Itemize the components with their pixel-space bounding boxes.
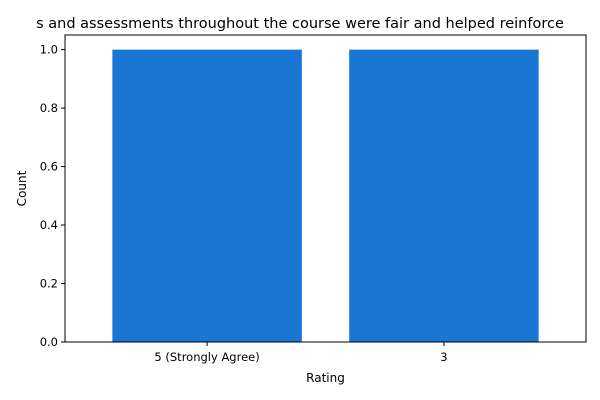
y-tick-label: 0.2 xyxy=(40,277,58,291)
chart-title: s and assessments throughout the course … xyxy=(36,16,564,32)
y-tick-label: 0.0 xyxy=(40,335,58,349)
x-tick-label: 5 (Strongly Agree) xyxy=(154,350,259,364)
y-tick-label: 0.8 xyxy=(40,101,58,115)
y-tick-label: 0.6 xyxy=(40,160,58,174)
y-tick-label: 0.4 xyxy=(40,218,58,232)
bar-0 xyxy=(112,49,302,342)
x-axis-ticks: 5 (Strongly Agree) 3 xyxy=(154,342,448,364)
x-tick-label: 3 xyxy=(440,350,447,364)
bars-group xyxy=(112,49,539,342)
bar-1 xyxy=(349,49,539,342)
x-axis-label: Rating xyxy=(306,371,345,385)
y-axis-ticks: 0.0 0.2 0.4 0.6 0.8 1.0 xyxy=(40,43,65,349)
y-tick-label: 1.0 xyxy=(40,43,58,57)
plot-area-frame xyxy=(64,34,587,343)
y-axis-label: Count xyxy=(15,170,29,206)
